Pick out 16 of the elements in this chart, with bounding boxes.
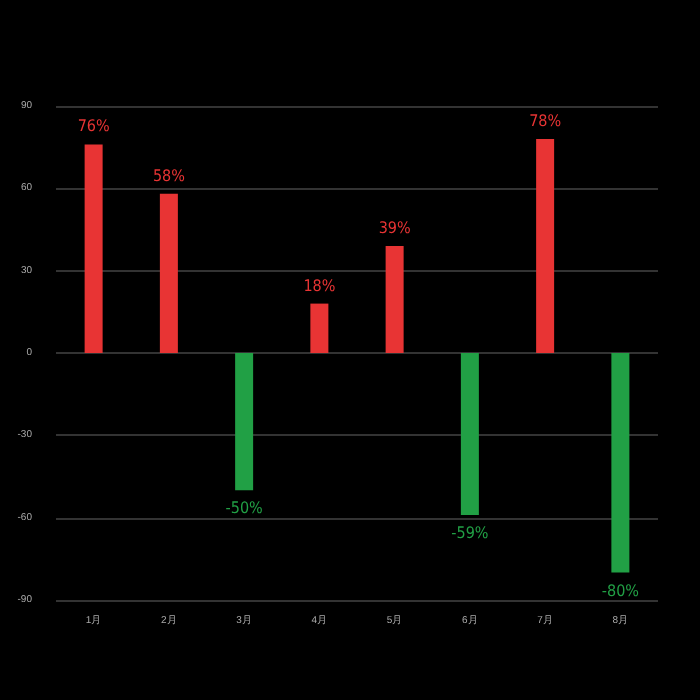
bar [159, 193, 178, 353]
bar [611, 353, 630, 573]
bar [536, 138, 555, 353]
data-label: 18% [303, 276, 336, 295]
data-label: -50% [225, 499, 264, 518]
data-label: 76% [77, 117, 110, 136]
bar [235, 353, 254, 491]
bar [460, 353, 479, 515]
data-label: 78% [529, 111, 562, 130]
bar [84, 144, 103, 353]
data-label: -80% [601, 581, 640, 600]
data-label: 58% [152, 166, 186, 185]
data-label: -59% [451, 523, 489, 542]
bar [385, 245, 404, 353]
bar [310, 303, 329, 353]
data-label: 39% [378, 218, 411, 237]
